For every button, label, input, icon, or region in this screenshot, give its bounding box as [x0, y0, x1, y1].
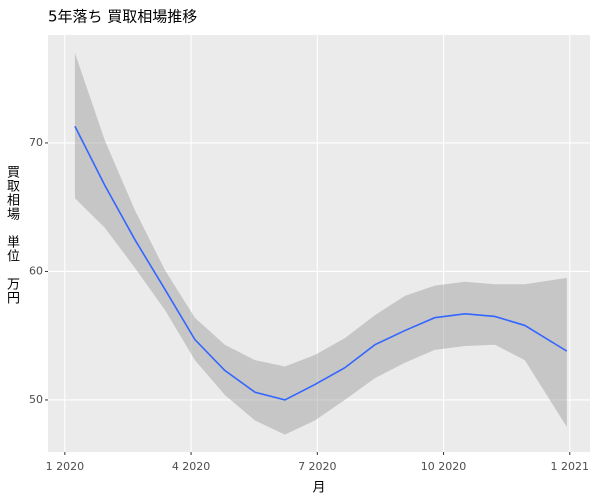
x-tick-label: 4 2020 — [172, 460, 211, 473]
x-tick-label: 7 2020 — [298, 460, 337, 473]
y-tick-label: 60 — [29, 264, 43, 277]
x-tick-label: 10 2020 — [421, 460, 467, 473]
confidence-band — [74, 52, 567, 435]
smooth-line — [74, 125, 568, 401]
x-tick-label: 1 2021 — [551, 460, 590, 473]
x-axis-label: 月 — [312, 481, 325, 496]
chart-title: 5年落ち 買取相場推移 — [48, 8, 197, 26]
x-tick-label: 1 2020 — [46, 460, 85, 473]
y-axis-label: 買取相場 単位 万円 — [4, 165, 19, 305]
y-tick-label: 70 — [29, 136, 43, 149]
y-tick-label: 50 — [29, 393, 43, 406]
